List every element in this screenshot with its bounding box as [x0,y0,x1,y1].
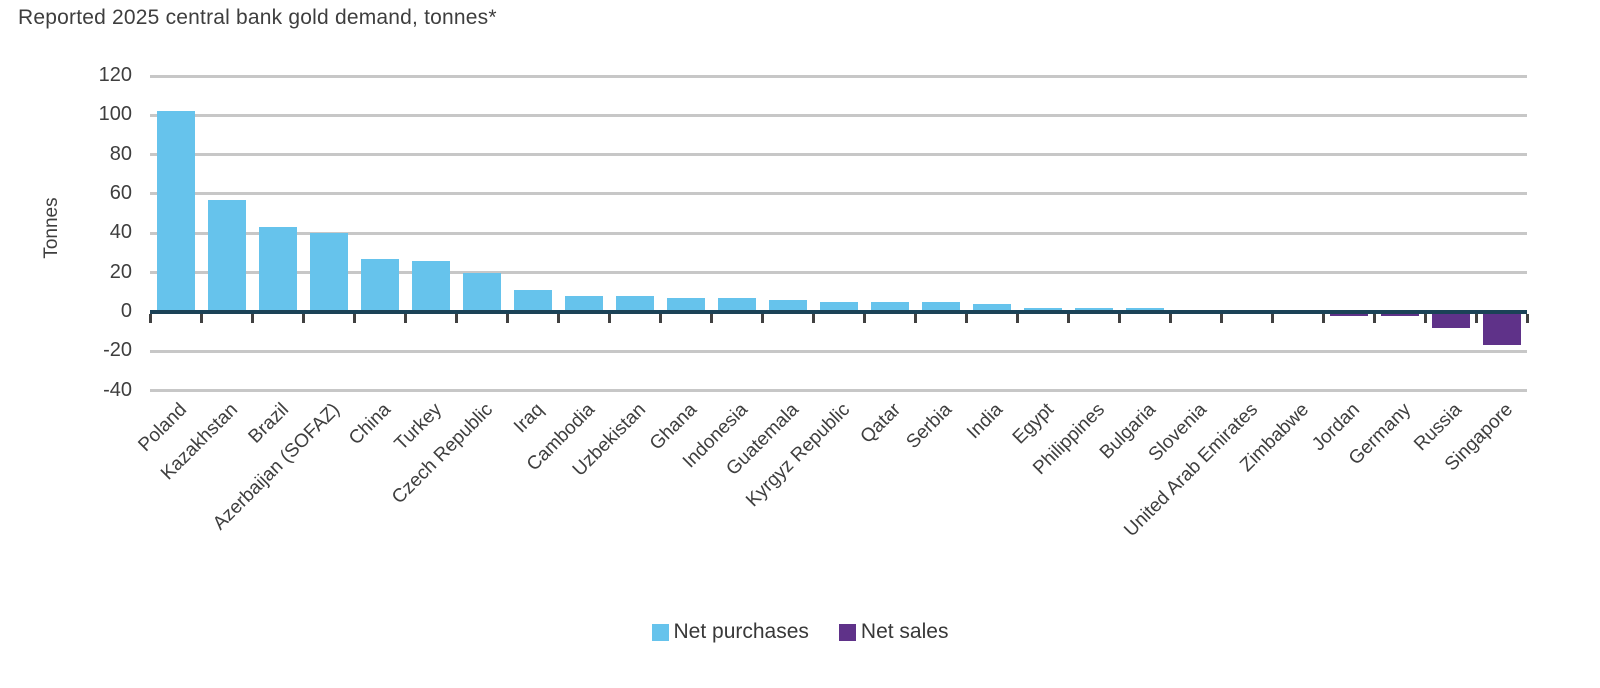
bar-indonesia [717,298,756,312]
x-axis-tick [353,313,356,323]
y-tick-label-120: 120 [98,64,132,86]
x-axis-tick [1016,313,1019,323]
legend-label-net-purchases: Net purchases [673,620,809,643]
legend-item-net-sales: Net sales [838,620,949,644]
x-axis-tick [302,313,305,323]
x-axis-tick [965,313,968,323]
x-axis-tick [1169,313,1172,323]
y-tick-label-20: 20 [109,260,132,283]
bar-germany [1380,313,1419,316]
gridline-120 [150,74,1527,78]
net-sales-swatch [838,623,856,641]
bar-russia [1431,313,1470,328]
bar-cambodia [564,296,603,312]
x-axis-line [150,309,1527,314]
x-axis-tick [812,313,815,323]
y-tick-label-0: 0 [120,299,132,322]
x-axis-tick [404,313,407,323]
bar-kazakhstan [207,199,246,312]
x-axis-tick [1475,313,1478,323]
y-tick-label--40: -40 [103,378,132,401]
legend: Net purchases Net sales [0,620,1600,644]
x-axis-tick [200,313,203,323]
bar-poland [156,111,195,312]
legend-item-net-purchases: Net purchases [651,620,809,644]
gridline-80 [150,153,1527,157]
bar-guatemala [768,300,807,312]
y-tick-label-100: 100 [98,103,132,126]
bar-iraq [513,290,552,312]
gridline-60 [150,192,1527,196]
gridline--40 [150,389,1527,393]
bar-turkey [411,260,450,312]
legend-label-net-sales: Net sales [860,620,949,643]
y-tick-label-40: 40 [109,221,132,244]
x-axis-tick [1067,313,1070,323]
x-axis-tick [1424,313,1427,323]
x-axis-tick [1118,313,1121,323]
x-axis-tick [710,313,713,323]
x-axis-tick [1220,313,1223,323]
gridline-100 [150,113,1527,117]
bar-singapore [1482,313,1521,346]
bar-ghana [666,298,705,312]
x-axis-tick [1271,313,1274,323]
bar-azerbaijan-sofaz [309,233,348,312]
x-axis-tick [506,313,509,323]
x-axis-tick [914,313,917,323]
bar-serbia [921,302,960,312]
gridline-20 [150,271,1527,275]
net-purchases-swatch [651,623,669,641]
x-axis-tick [557,313,560,323]
bar-brazil [258,227,297,312]
x-axis-tick [149,313,152,323]
bar-china [360,258,399,312]
bar-india [972,304,1011,312]
x-axis-tick [863,313,866,323]
bar-uzbekistan [615,296,654,312]
bar-czech-republic [462,272,501,312]
x-axis-tick [1373,313,1376,323]
y-tick-label-80: 80 [109,142,132,165]
gridline--20 [150,349,1527,353]
y-tick-label-60: 60 [109,181,132,204]
x-axis-tick [608,313,611,323]
x-axis-tick [455,313,458,323]
bar-qatar [870,302,909,312]
bar-jordan [1329,313,1368,316]
chart-title: Reported 2025 central bank gold demand, … [18,6,497,29]
x-axis-tick [251,313,254,323]
gridline-40 [150,231,1527,235]
x-axis-tick [761,313,764,323]
x-axis-tick [659,313,662,323]
x-axis-tick [1526,313,1529,323]
bar-kyrgyz-republic [819,302,858,312]
x-axis-tick [1322,313,1325,323]
y-tick-label--20: -20 [103,339,132,362]
